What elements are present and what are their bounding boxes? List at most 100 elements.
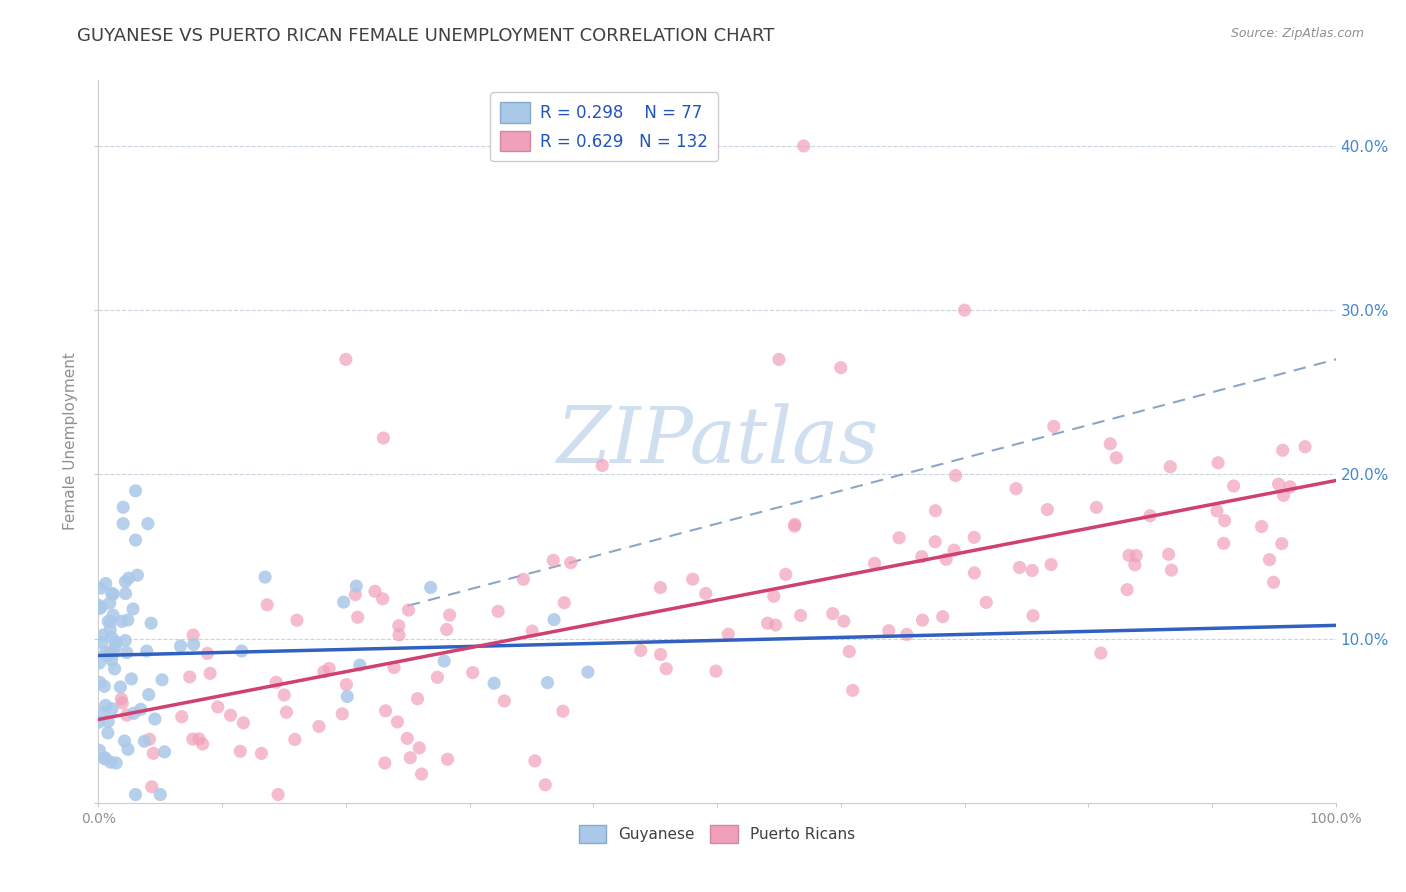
- Point: [1250, 519, 1272, 533]
- Point: [1294, 440, 1316, 454]
- Point: [103, 646, 125, 660]
- Point: [1005, 482, 1028, 496]
- Point: [1271, 443, 1294, 458]
- Point: [117, 742, 139, 756]
- Point: [136, 516, 159, 531]
- Point: [1263, 575, 1285, 590]
- Point: [101, 587, 124, 601]
- Point: [576, 665, 599, 679]
- Point: [374, 704, 396, 718]
- Point: [512, 572, 534, 586]
- Point: [100, 755, 122, 769]
- Point: [139, 616, 162, 631]
- Point: [1022, 608, 1045, 623]
- Point: [111, 696, 134, 710]
- Point: [371, 591, 394, 606]
- Point: [138, 688, 160, 702]
- Point: [1159, 459, 1181, 474]
- Point: [118, 571, 141, 585]
- Point: [98, 596, 121, 610]
- Point: [943, 543, 966, 558]
- Point: [1021, 564, 1043, 578]
- Point: [229, 744, 252, 758]
- Point: [364, 584, 387, 599]
- Point: [97, 648, 120, 663]
- Point: [396, 731, 419, 746]
- Point: [170, 710, 193, 724]
- Point: [100, 653, 122, 667]
- Point: [183, 638, 205, 652]
- Point: [89, 656, 111, 670]
- Point: [336, 690, 359, 704]
- Point: [231, 644, 253, 658]
- Point: [349, 658, 371, 673]
- Point: [924, 504, 946, 518]
- Point: [94, 646, 117, 660]
- Point: [1042, 419, 1064, 434]
- Point: [254, 570, 277, 584]
- Point: [523, 754, 546, 768]
- Point: [963, 530, 986, 544]
- Point: [704, 664, 727, 678]
- Point: [682, 572, 704, 586]
- Point: [110, 680, 132, 694]
- Point: [717, 627, 740, 641]
- Point: [89, 675, 111, 690]
- Point: [695, 586, 717, 600]
- Point: [931, 609, 953, 624]
- Point: [101, 702, 124, 716]
- Point: [122, 706, 145, 721]
- Text: Source: ZipAtlas.com: Source: ZipAtlas.com: [1230, 27, 1364, 40]
- Point: [134, 734, 156, 748]
- Point: [911, 613, 934, 627]
- Point: [169, 639, 191, 653]
- Point: [100, 615, 122, 629]
- Point: [308, 719, 330, 733]
- Point: [543, 613, 565, 627]
- Point: [330, 706, 353, 721]
- Point: [256, 598, 278, 612]
- Point: [522, 624, 544, 639]
- Point: [143, 712, 166, 726]
- Point: [974, 595, 997, 609]
- Point: [114, 633, 136, 648]
- Point: [115, 646, 138, 660]
- Point: [124, 533, 146, 547]
- Point: [821, 607, 844, 621]
- Point: [775, 567, 797, 582]
- Point: [406, 691, 429, 706]
- Point: [1085, 500, 1108, 515]
- Point: [863, 557, 886, 571]
- Point: [89, 601, 111, 615]
- Point: [276, 705, 298, 719]
- Point: [436, 752, 458, 766]
- Point: [90, 599, 112, 614]
- Point: [94, 576, 117, 591]
- Point: [103, 662, 125, 676]
- Point: [318, 661, 340, 675]
- Point: [1139, 508, 1161, 523]
- Point: [841, 683, 863, 698]
- Point: [267, 788, 290, 802]
- Point: [104, 639, 127, 653]
- Point: [87, 715, 110, 730]
- Point: [104, 635, 127, 649]
- Point: [105, 756, 128, 770]
- Point: [426, 670, 449, 684]
- Point: [111, 615, 134, 629]
- Point: [335, 352, 357, 367]
- Point: [387, 714, 409, 729]
- Point: [1099, 437, 1122, 451]
- Point: [285, 613, 308, 627]
- Point: [536, 675, 558, 690]
- Point: [789, 608, 811, 623]
- Point: [783, 519, 806, 533]
- Point: [150, 673, 173, 687]
- Point: [543, 553, 565, 567]
- Point: [179, 670, 201, 684]
- Point: [756, 616, 779, 631]
- Point: [1279, 480, 1302, 494]
- Text: ZIPatlas: ZIPatlas: [555, 403, 879, 480]
- Point: [149, 788, 172, 802]
- Point: [94, 751, 117, 765]
